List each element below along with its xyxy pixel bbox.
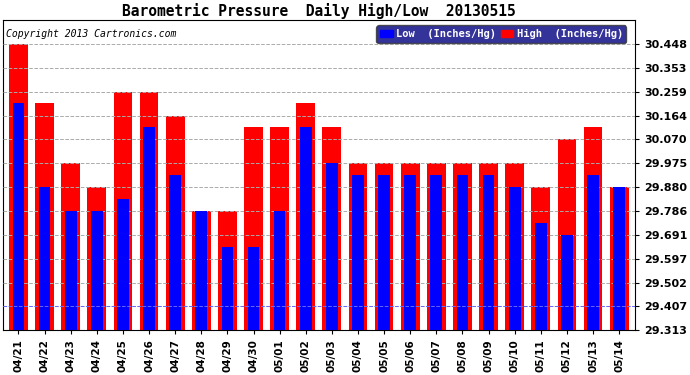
Bar (91, 211, 103, 330)
Bar (610, 187, 629, 330)
Bar (401, 163, 420, 330)
Bar (479, 163, 498, 330)
Bar (221, 247, 233, 330)
Bar (114, 92, 132, 330)
Bar (352, 175, 364, 330)
Bar (296, 104, 315, 330)
Bar (39, 187, 50, 330)
Bar (218, 211, 237, 330)
Bar (169, 175, 181, 330)
Bar (404, 175, 416, 330)
Bar (143, 128, 155, 330)
Bar (192, 211, 210, 330)
Bar (12, 104, 24, 330)
Bar (453, 163, 472, 330)
Bar (61, 163, 80, 330)
Title: Barometric Pressure  Daily High/Low  20130515: Barometric Pressure Daily High/Low 20130… (122, 3, 515, 19)
Bar (322, 128, 342, 330)
Bar (139, 92, 159, 330)
Bar (195, 211, 207, 330)
Bar (274, 211, 286, 330)
Bar (378, 175, 390, 330)
Bar (35, 104, 54, 330)
Bar (326, 163, 337, 330)
Bar (558, 139, 576, 330)
Bar (613, 187, 625, 330)
Bar (244, 128, 263, 330)
Bar (505, 163, 524, 330)
Bar (248, 247, 259, 330)
Bar (561, 235, 573, 330)
Bar (483, 175, 495, 330)
Bar (457, 175, 469, 330)
Bar (375, 163, 393, 330)
Bar (117, 199, 129, 330)
Bar (65, 211, 77, 330)
Bar (300, 128, 312, 330)
Bar (535, 223, 546, 330)
Bar (270, 128, 289, 330)
Legend: Low  (Inches/Hg), High  (Inches/Hg): Low (Inches/Hg), High (Inches/Hg) (377, 26, 627, 43)
Bar (431, 175, 442, 330)
Bar (166, 116, 184, 330)
Bar (584, 128, 602, 330)
Bar (348, 163, 367, 330)
Bar (88, 187, 106, 330)
Bar (9, 44, 28, 330)
Bar (427, 163, 446, 330)
Bar (509, 187, 520, 330)
Text: Copyright 2013 Cartronics.com: Copyright 2013 Cartronics.com (6, 29, 177, 39)
Bar (587, 175, 599, 330)
Bar (531, 187, 550, 330)
